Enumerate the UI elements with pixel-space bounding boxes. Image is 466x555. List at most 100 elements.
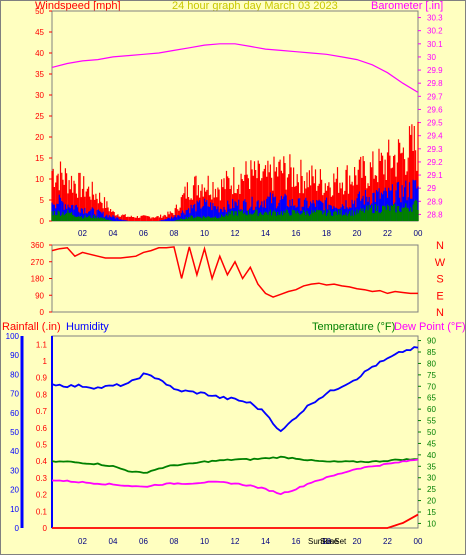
- humidity-y-tick-label: 90: [10, 351, 19, 360]
- baro-y-tick-label: 29.6: [427, 105, 443, 114]
- baro-y-tick-label: 30.3: [427, 14, 443, 23]
- wind-y-tick-label: 0: [40, 217, 45, 226]
- temp-x-tick-label: 10: [200, 537, 209, 546]
- temp-x-tick-label: 16: [292, 537, 301, 546]
- temp-x-tick-label: 06: [139, 537, 148, 546]
- dewpoint-line: [51, 458, 419, 496]
- temp-y-tick-label: 90: [427, 337, 436, 346]
- wind-y-tick-label: 35: [35, 70, 44, 79]
- temp-y-tick-label: 35: [427, 462, 436, 471]
- wind-x-tick-label: 08: [170, 229, 179, 238]
- temp-y-tick-label: 75: [427, 371, 436, 380]
- baro-y-tick-label: 30.1: [427, 40, 443, 49]
- temp-y-tick-label: 65: [427, 394, 436, 403]
- temp-y-tick-label: 85: [427, 348, 436, 357]
- rain-y-tick-label: 0: [43, 524, 48, 533]
- wind-y-tick-label: 40: [35, 49, 44, 58]
- compass-label: S: [436, 274, 443, 286]
- wind-x-tick-label: 00: [414, 229, 423, 238]
- temp-y-tick-label: 40: [427, 451, 436, 460]
- baro-y-tick-label: 29.9: [427, 66, 443, 75]
- temp-x-tick-label: 12: [231, 537, 240, 546]
- rainfall-line: [52, 513, 419, 529]
- humidity-y-tick-label: 30: [10, 466, 19, 475]
- temp-y-tick-label: 80: [427, 359, 436, 368]
- chart-title: 24 hour graph day March 03 2023: [172, 0, 338, 12]
- rain-y-tick-label: 0.1: [36, 507, 48, 516]
- wind-x-tick-label: 10: [200, 229, 209, 238]
- sunset-label: SunSet: [320, 537, 347, 546]
- humidity-y-tick-label: 20: [10, 486, 19, 495]
- baro-y-tick-label: 29.8: [427, 79, 443, 88]
- wind-x-tick-label: 02: [78, 229, 87, 238]
- humidity-y-tick-label: 60: [10, 409, 19, 418]
- temp-axis-title: Temperature (°F): [312, 321, 395, 333]
- temp-y-tick-label: 45: [427, 439, 436, 448]
- compass-label: N: [436, 307, 444, 319]
- rain-y-tick-label: 0.6: [36, 424, 48, 433]
- baro-y-tick-label: 29.1: [427, 171, 443, 180]
- wind-y-tick-label: 15: [35, 154, 44, 163]
- wind-x-tick-label: 04: [109, 229, 118, 238]
- rain-y-tick-label: 0.8: [36, 390, 48, 399]
- baro-y-tick-label: 29.3: [427, 145, 443, 154]
- wind-axis-title: Windspeed [mph]: [35, 0, 121, 12]
- dew-axis-title: Dew Point (°F): [394, 321, 466, 333]
- dir-y-tick-label: 180: [31, 275, 45, 284]
- wind-y-tick-label: 10: [35, 175, 44, 184]
- wind-y-tick-label: 20: [35, 133, 44, 142]
- temp-y-tick-label: 50: [427, 428, 436, 437]
- dir-y-tick-label: 90: [35, 291, 44, 300]
- rain-y-tick-label: 1.1: [36, 340, 48, 349]
- dir-y-tick-label: 270: [31, 258, 45, 267]
- humidity-y-tick-label: 80: [10, 370, 19, 379]
- direction-panel-frame: [51, 244, 419, 313]
- temp-x-tick-label: 02: [78, 537, 87, 546]
- baro-y-tick-label: 28.8: [427, 210, 443, 219]
- compass-label: W: [435, 257, 446, 269]
- wind-y-tick-label: 50: [35, 7, 44, 16]
- wind-low-series: [51, 199, 419, 221]
- baro-axis-title: Barometer [.in]: [371, 0, 443, 12]
- humidity-line: [51, 346, 419, 433]
- temp-x-tick-label: 04: [109, 537, 118, 546]
- temp-y-tick-label: 15: [427, 508, 436, 517]
- wind-y-tick-label: 30: [35, 91, 44, 100]
- temp-x-tick-label: 08: [170, 537, 179, 546]
- temp-x-tick-label: 00: [414, 537, 423, 546]
- wind-x-tick-label: 22: [383, 229, 392, 238]
- temp-x-tick-label: 20: [353, 537, 362, 546]
- temp-panel-frame: [51, 335, 419, 529]
- wind-x-tick-label: 06: [139, 229, 148, 238]
- temp-y-tick-label: 30: [427, 474, 436, 483]
- humidity-y-tick-label: 10: [10, 505, 19, 514]
- rain-y-tick-label: 0.4: [36, 457, 48, 466]
- wind-x-tick-label: 12: [231, 229, 240, 238]
- humidity-y-tick-label: 70: [10, 390, 19, 399]
- barometer-line: [51, 43, 419, 93]
- temp-y-tick-label: 10: [427, 519, 436, 528]
- wind-x-tick-label: 14: [261, 229, 270, 238]
- temp-x-tick-label: 22: [383, 537, 392, 546]
- rain-y-tick-label: 0.2: [36, 491, 48, 500]
- compass-label: E: [436, 290, 443, 302]
- wind-x-tick-label: 16: [292, 229, 301, 238]
- temp-x-tick-label: 18: [322, 537, 331, 546]
- humidity-y-tick-label: 50: [10, 428, 19, 437]
- wind-x-tick-label: 20: [353, 229, 362, 238]
- temp-x-tick-label: 14: [261, 537, 270, 546]
- rain-y-tick-label: 1: [43, 357, 48, 366]
- temperature-line: [51, 455, 419, 474]
- baro-y-tick-label: 30.2: [427, 27, 443, 36]
- wind-direction-line: [51, 245, 418, 298]
- baro-y-tick-label: 29: [427, 184, 436, 193]
- humidity-y-tick-label: 100: [6, 332, 20, 341]
- rain-y-tick-label: 0.5: [36, 441, 48, 450]
- sunrise-label: SunRise: [308, 537, 339, 546]
- wind-y-tick-label: 45: [35, 28, 44, 37]
- temp-y-tick-label: 60: [427, 405, 436, 414]
- rain-y-tick-label: 0.7: [36, 407, 48, 416]
- humidity-y-tick-label: 40: [10, 447, 19, 456]
- baro-y-tick-label: 30: [427, 53, 436, 62]
